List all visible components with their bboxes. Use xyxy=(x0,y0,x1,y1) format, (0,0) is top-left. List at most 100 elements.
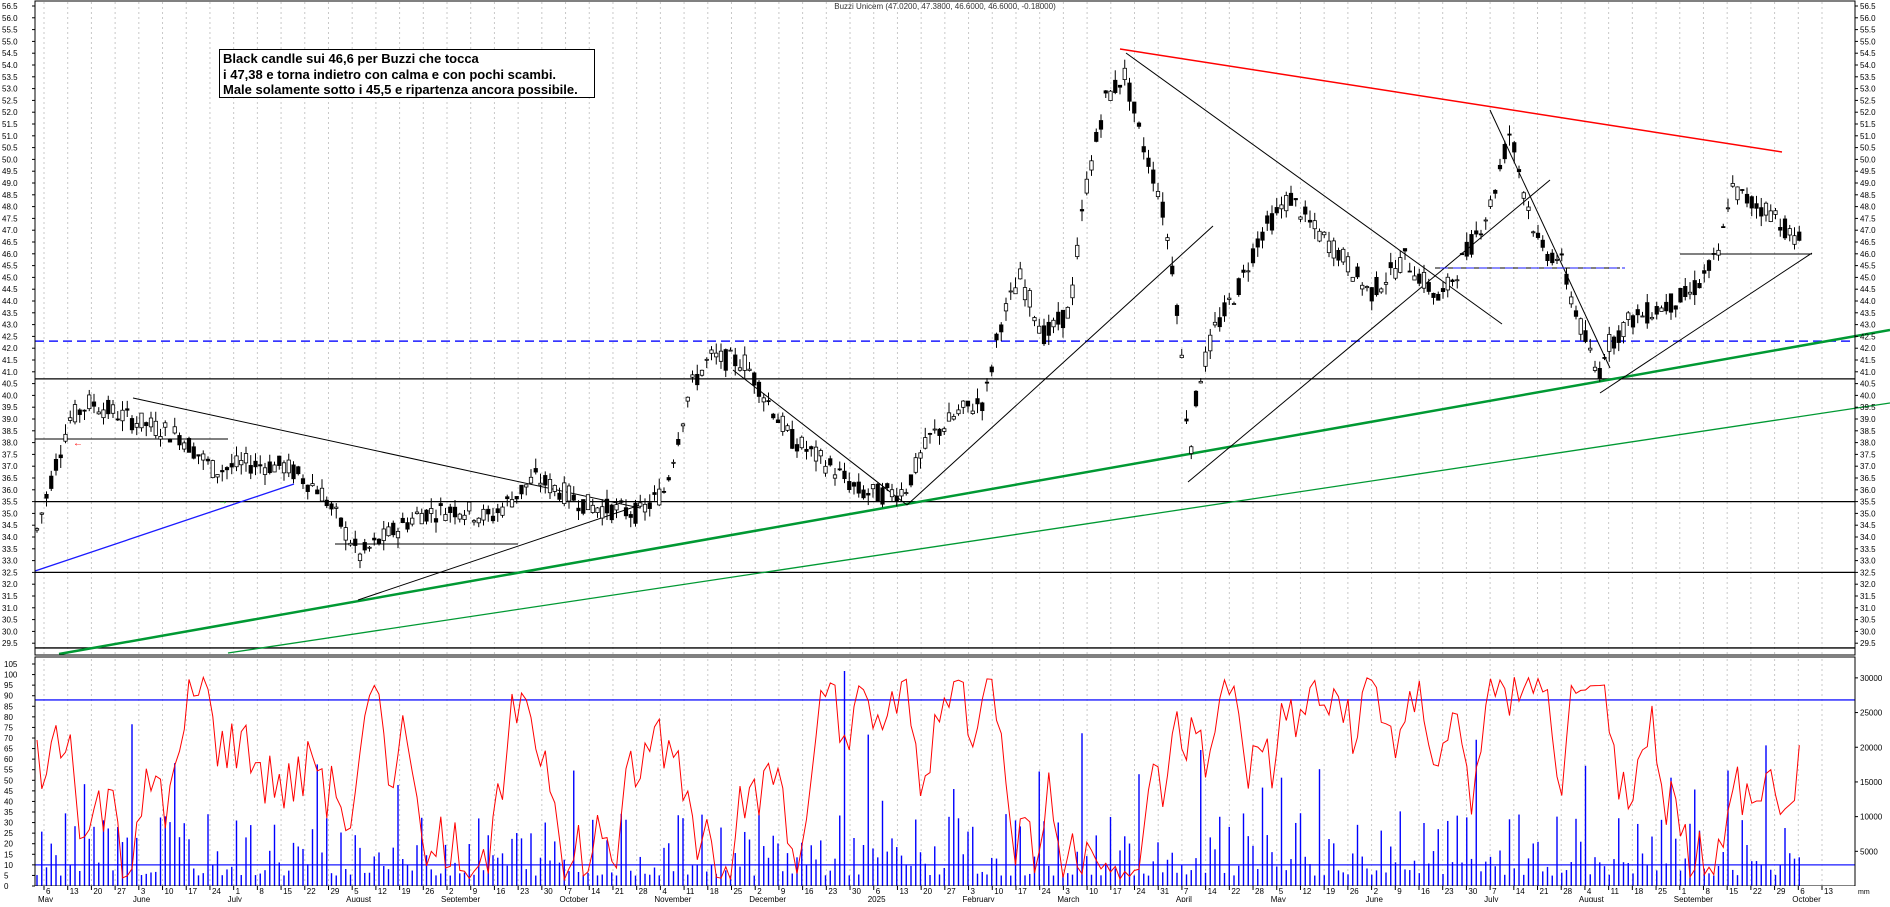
candle xyxy=(1554,253,1560,264)
candle xyxy=(1155,182,1161,200)
x-day-label: 30 xyxy=(544,887,553,896)
candle xyxy=(53,453,59,476)
y-tick-label-right: 32.0 xyxy=(1860,580,1876,589)
candle-body xyxy=(1155,190,1161,198)
candle xyxy=(129,415,135,434)
y-tick-label-left: 32.0 xyxy=(2,580,18,589)
candle-body xyxy=(714,352,719,358)
candle xyxy=(1702,264,1707,283)
candle-body xyxy=(163,422,168,428)
candle-body xyxy=(1383,282,1389,285)
candle xyxy=(1345,252,1351,276)
candle-body xyxy=(220,470,225,473)
candle-body xyxy=(642,503,648,513)
candle-body xyxy=(1550,252,1555,264)
candle xyxy=(1592,360,1598,373)
candle-body xyxy=(196,454,201,457)
buy-arrow-icon: → xyxy=(218,496,228,507)
candle xyxy=(1393,259,1398,281)
trend-lines xyxy=(34,48,1890,656)
trend-line xyxy=(1599,252,1813,394)
osc-tick-label: 40 xyxy=(4,797,13,806)
candle-body xyxy=(524,484,529,488)
candle xyxy=(196,454,201,465)
candle xyxy=(400,512,405,524)
candle-body xyxy=(1046,321,1051,336)
candle xyxy=(395,527,401,549)
candle-body xyxy=(1146,157,1151,167)
y-tick-label-right: 48.5 xyxy=(1860,191,1876,200)
candle-body xyxy=(1084,178,1089,194)
candle xyxy=(975,388,980,414)
candle xyxy=(305,484,310,500)
candle-body xyxy=(780,415,785,432)
candle-body xyxy=(1032,317,1037,322)
candle xyxy=(585,494,591,511)
candle-body xyxy=(1250,248,1256,264)
y-tick-label-right: 29.5 xyxy=(1860,639,1876,648)
candle xyxy=(756,380,762,404)
candle xyxy=(1573,305,1579,320)
candle xyxy=(695,364,700,391)
candle-body xyxy=(661,490,667,493)
candle xyxy=(158,428,163,447)
candle xyxy=(210,459,215,479)
candle-body xyxy=(1474,230,1479,235)
candles xyxy=(34,59,1802,569)
candle xyxy=(1417,268,1422,287)
candle xyxy=(201,450,206,470)
x-day-label: 14 xyxy=(1208,887,1217,896)
candle-body xyxy=(115,418,120,421)
candle-body xyxy=(300,478,306,485)
candle-body xyxy=(1692,280,1697,296)
candle xyxy=(1269,205,1275,235)
candle xyxy=(889,483,895,502)
candle xyxy=(1013,277,1018,295)
candle xyxy=(1008,282,1013,300)
osc-tick-label: 65 xyxy=(4,745,13,754)
candle-body xyxy=(1208,334,1213,352)
candle xyxy=(1203,346,1208,372)
candle xyxy=(1165,233,1170,250)
candle xyxy=(471,519,477,526)
candle xyxy=(1550,249,1555,266)
candle-body xyxy=(1018,268,1023,280)
x-day-label: 3 xyxy=(1065,887,1070,896)
candle xyxy=(1782,215,1788,240)
candle xyxy=(1022,279,1028,307)
candle-body xyxy=(148,417,154,428)
candle xyxy=(961,400,966,415)
y-tick-label-right: 43.5 xyxy=(1860,309,1876,318)
y-tick-label-right: 32.5 xyxy=(1860,568,1876,577)
volume-tick-label: 30000 xyxy=(1860,674,1883,683)
candle-body xyxy=(1317,230,1322,242)
candle-body xyxy=(1260,231,1265,241)
candle-body xyxy=(818,450,823,457)
y-tick-label-right: 55.0 xyxy=(1860,37,1876,46)
candle xyxy=(1578,317,1583,341)
candle-body xyxy=(1037,325,1042,334)
candle-body xyxy=(1455,279,1460,282)
candle-body xyxy=(1678,287,1683,303)
x-month-label: August xyxy=(1579,895,1605,902)
candle xyxy=(1383,272,1389,295)
candle-body xyxy=(324,499,329,507)
candle-body xyxy=(305,484,310,492)
candle xyxy=(1540,235,1545,252)
candle-body xyxy=(538,482,543,486)
candle-body xyxy=(1198,381,1203,384)
candle xyxy=(590,498,595,514)
candle-body xyxy=(372,537,377,541)
candle xyxy=(999,322,1004,342)
candle-body xyxy=(53,459,59,471)
candle-body xyxy=(486,508,491,515)
candle-body xyxy=(866,492,871,496)
candle-body xyxy=(106,399,111,415)
x-month-label: May xyxy=(38,895,53,902)
x-day-label: 10 xyxy=(165,887,174,896)
y-tick-label-right: 37.0 xyxy=(1860,462,1876,471)
candle-body xyxy=(1246,270,1251,273)
candle xyxy=(1516,165,1522,179)
candle xyxy=(391,520,396,538)
candle-body xyxy=(566,485,572,502)
